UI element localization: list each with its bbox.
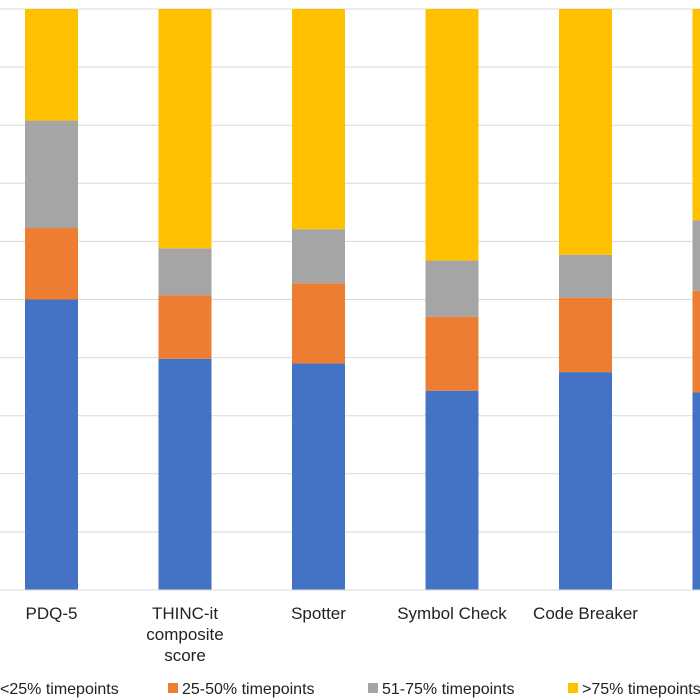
bar-segment-1-cat-1 [25,299,78,590]
category-label: Symbol Check [397,604,507,623]
bar-segment-1-cat-2 [158,358,212,590]
bar-segment-1-cat-4 [425,390,479,590]
legend-label: 25-50% timepoints [182,681,315,698]
bar-segment-3-cat-5 [559,254,612,298]
legend-label: 51-75% timepoints [382,681,515,698]
bar-segment-2-cat-6 [692,290,700,393]
category-label: Spotter [291,604,346,623]
bar-segment-1-cat-5 [559,372,612,590]
bar-segment-4-cat-3 [292,9,345,230]
bar-segment-4-cat-1 [25,9,78,121]
bar-segment-2-cat-2 [158,295,212,359]
bar-segment-2-cat-4 [425,316,479,391]
bar-segment-2-cat-3 [292,283,345,364]
bar-segment-3-cat-6 [692,220,700,291]
legend: <25% timepoints 25-50% timepoints 51-75% t… [0,681,700,698]
bar-segment-1-cat-3 [292,363,345,590]
category-labels: PDQ-5 THINC-it composite score Spotter Symbol… [26,604,639,665]
category-label: PDQ-5 [26,604,78,623]
bar-segment-3-cat-4 [425,260,479,317]
bar-segment-3-cat-1 [25,120,78,229]
bar-segment-4-cat-5 [559,9,612,255]
bar-segment-4-cat-2 [158,9,212,249]
bar-segment-4-cat-6 [692,9,700,221]
bar-segment-3-cat-2 [158,248,212,296]
bar-segment-4-cat-4 [425,9,479,261]
category-label: THINC-it composite score [146,604,223,665]
legend-marker [568,683,578,693]
bar-segment-1-cat-6 [692,392,700,590]
legend-label: <25% timepoints [0,681,119,698]
bar-segment-2-cat-5 [559,297,612,373]
legend-marker [368,683,378,693]
bar-segment-3-cat-3 [292,229,345,284]
category-label: Code Breaker [533,604,638,623]
legend-marker [168,683,178,693]
bars [25,9,700,590]
bar-segment-2-cat-1 [25,228,78,300]
legend-label: >75% timepoints [582,681,700,698]
